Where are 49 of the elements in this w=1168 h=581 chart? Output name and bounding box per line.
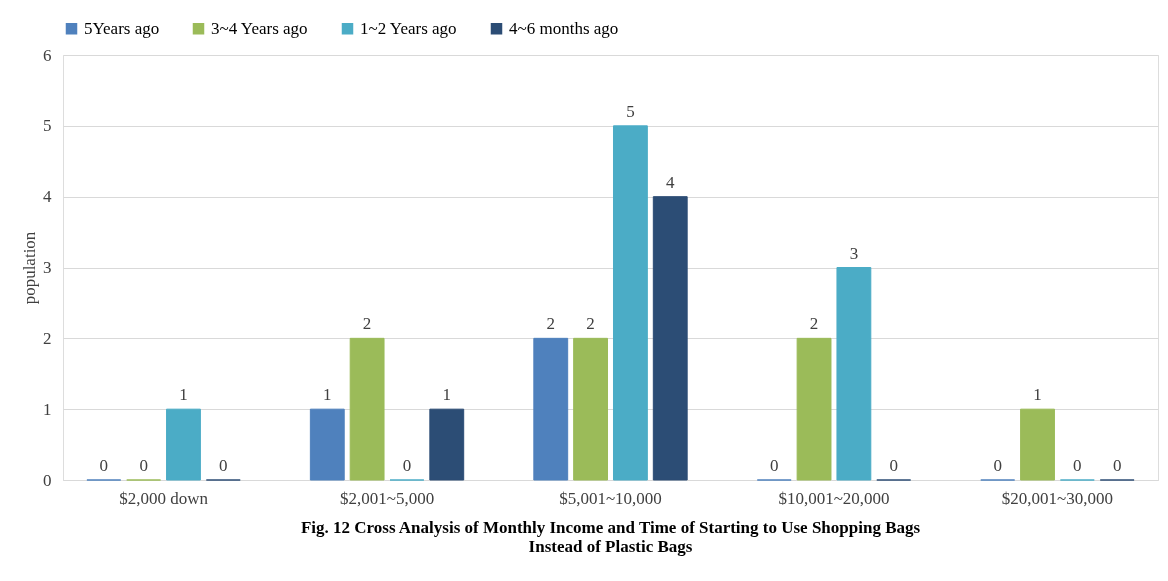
data-label: 3 [849,243,859,263]
legend-label: 1~2 Years ago [360,18,457,38]
bar [836,267,872,481]
data-label: 0 [993,456,1002,475]
bar [309,408,345,481]
x-tick-label: $10,001~20,000 [778,488,890,508]
data-label: 1 [442,385,452,405]
data-label: 0 [99,456,109,475]
bar [166,408,201,481]
data-label: 0 [769,456,779,475]
data-label: 0 [1112,456,1122,475]
data-label: 0 [402,456,412,475]
data-label: 0 [889,456,898,475]
y-tick-label: 0 [43,470,52,490]
y-tick-label: 1 [43,399,52,419]
bar [533,337,569,481]
x-tick-label: $2,001~5,000 [339,488,435,508]
data-label: 1 [323,385,332,405]
caption: Fig. 12 Cross Analysis of Monthly Income and Time of Starting to Use Shopping Bags Instead of Plastic Bags [300,518,921,556]
data-label: 0 [139,456,148,475]
data-label: 2 [546,314,556,334]
legend-label: 5Years ago [84,18,160,38]
bar [573,337,609,481]
x-tick-label: $20,001~30,000 [1001,488,1114,508]
bar [1020,408,1055,481]
y-tick-label: 2 [43,328,52,348]
y-tick-label: 6 [43,45,52,65]
bar [349,337,385,481]
bar [612,125,648,481]
legend-label: 3~4 Years ago [211,18,308,38]
y-tick-label: 3 [43,258,52,277]
bar [429,408,465,481]
y-tick-label: 5 [43,116,52,136]
x-tick-label: $2,000 down [119,488,209,508]
bar [796,337,832,481]
bar [652,196,688,481]
legend-label: 4~6 months ago [509,18,619,38]
y-tick-label: 4 [43,187,52,207]
data-label: 2 [809,314,819,334]
data-label: 0 [219,456,228,475]
data-label: 1 [179,385,188,405]
data-label: 1 [1033,385,1042,405]
data-label: 2 [362,314,372,334]
data-label: 0 [1073,456,1082,475]
data-label: 2 [586,314,595,334]
data-label: 4 [665,172,675,192]
x-tick-label: $5,001~10,000 [559,488,662,508]
y-axis-title: population [20,231,39,305]
data-label: 5 [626,101,635,121]
